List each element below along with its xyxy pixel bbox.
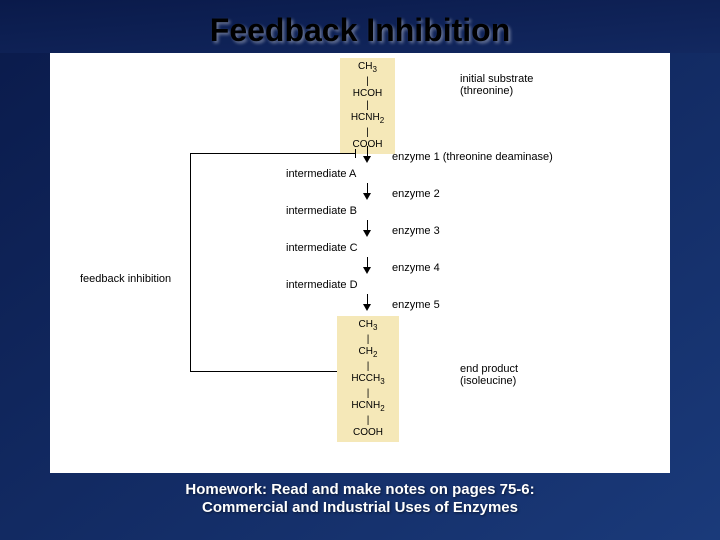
arrow-2-line	[367, 183, 368, 193]
product-label: end product(isoleucine)	[460, 363, 518, 387]
feedback-line-bottom	[190, 371, 337, 372]
arrow-2-head	[363, 193, 371, 200]
feedback-line-top	[190, 153, 355, 154]
enzyme-4-label: enzyme 4	[392, 262, 440, 274]
feedback-label: feedback inhibition	[80, 273, 171, 285]
arrow-4-head	[363, 267, 371, 274]
arrow-3-head	[363, 230, 371, 237]
arrow-5-line	[367, 294, 368, 304]
intermediate-b: intermediate B	[286, 205, 357, 217]
product-molecule: CH3|CH2|HCCH3|HCNH2|COOH	[337, 316, 399, 442]
arrow-1-head	[363, 156, 371, 163]
enzyme-3-label: enzyme 3	[392, 225, 440, 237]
intermediate-d: intermediate D	[286, 279, 358, 291]
arrow-4-line	[367, 257, 368, 267]
enzyme-2-label: enzyme 2	[392, 188, 440, 200]
enzyme-1-label: enzyme 1 (threonine deaminase)	[392, 151, 553, 163]
inhibition-bar	[355, 149, 356, 158]
substrate-molecule: CH3|HCOH|HCNH2|COOH	[340, 58, 395, 154]
diagram-area: CH3|HCOH|HCNH2|COOH initial substrate(th…	[50, 53, 670, 473]
slide-title: Feedback Inhibition	[0, 0, 720, 53]
arrow-5-head	[363, 304, 371, 311]
substrate-label: initial substrate(threonine)	[460, 73, 533, 97]
arrow-1-line	[367, 146, 368, 156]
homework-text: Homework: Read and make notes on pages 7…	[0, 481, 720, 517]
intermediate-c: intermediate C	[286, 242, 358, 254]
arrow-3-line	[367, 220, 368, 230]
intermediate-a: intermediate A	[286, 168, 356, 180]
enzyme-5-label: enzyme 5	[392, 299, 440, 311]
feedback-line-vertical	[190, 153, 191, 371]
